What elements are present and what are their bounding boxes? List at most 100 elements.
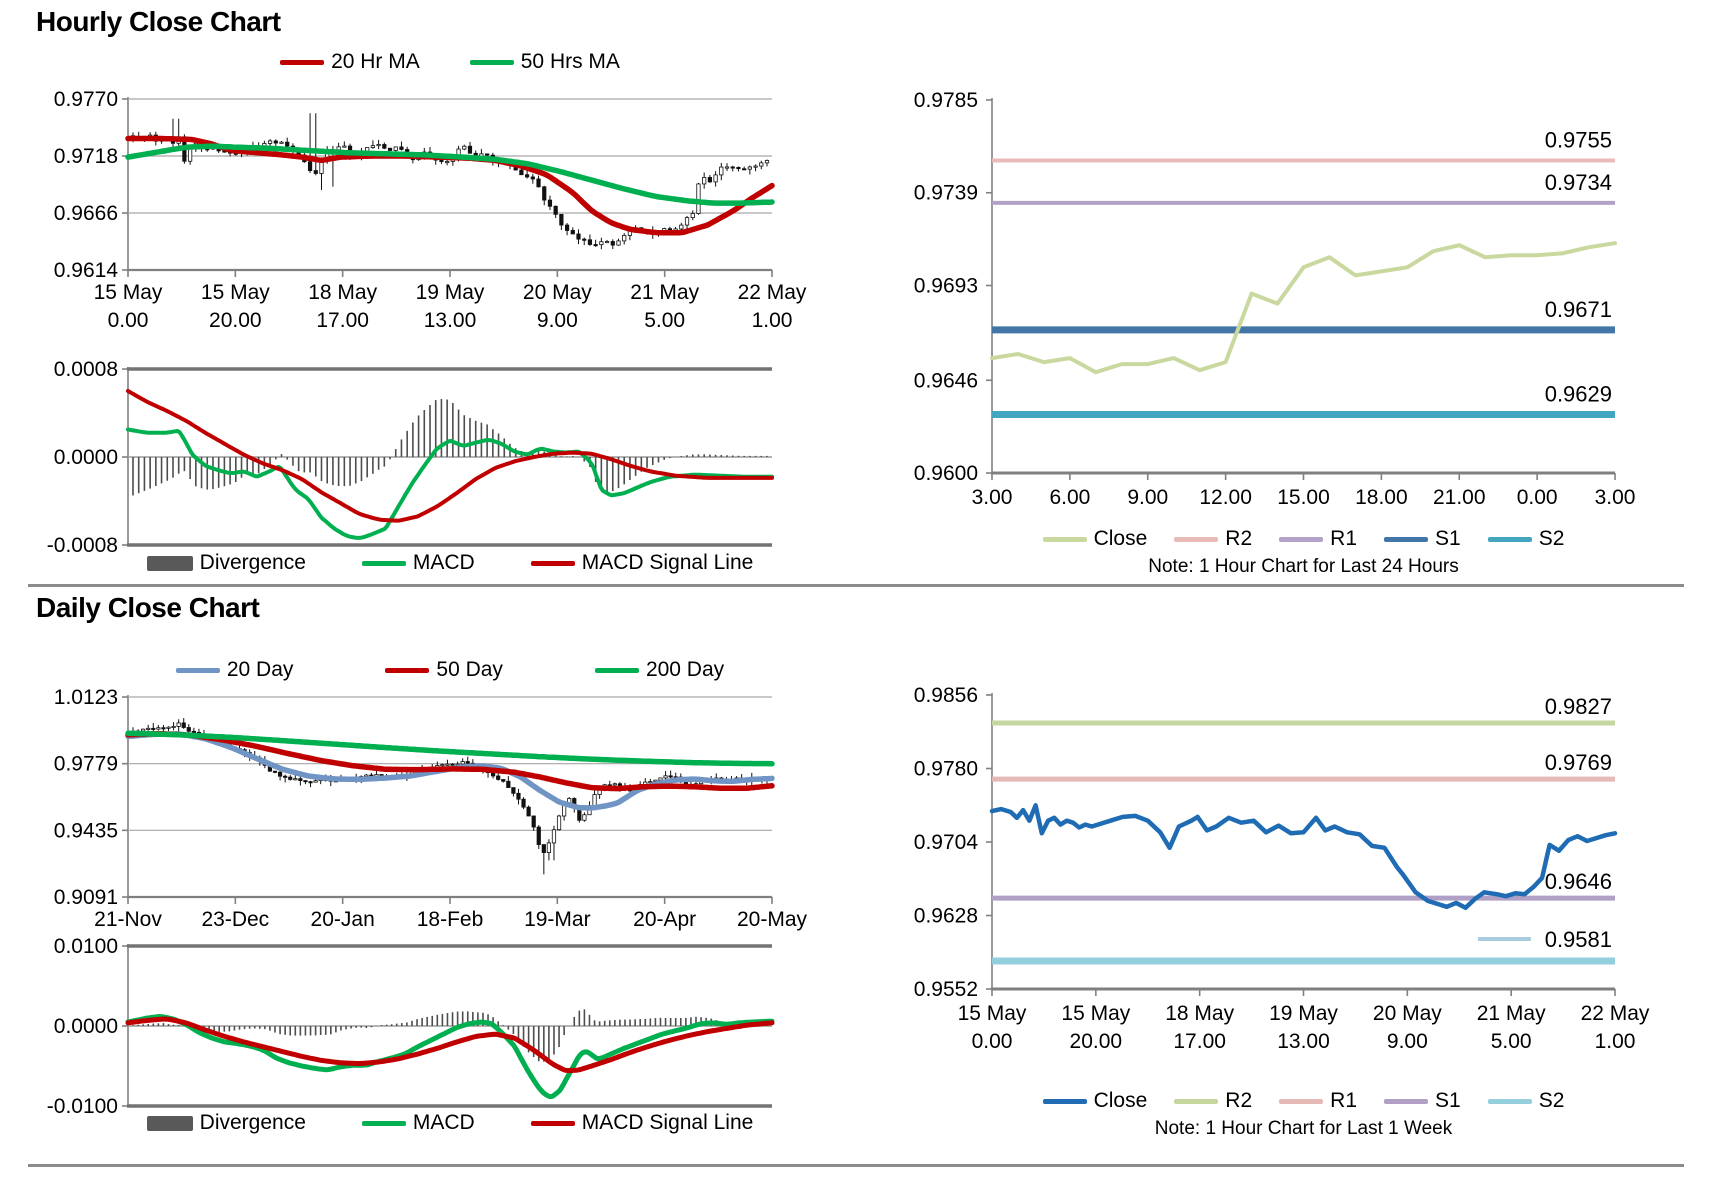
daily-macd-legend: Divergence MACD MACD Signal Line (128, 1111, 772, 1135)
candle-body (713, 174, 718, 183)
pivot-level-label: 0.9581 (1545, 927, 1612, 952)
daily-price-legend: 20 Day 50 Day 200 Day (128, 658, 772, 682)
candle-body (273, 140, 278, 144)
x-tick-label: 13.00 (1277, 1030, 1330, 1053)
x-tick-label: 15 May (94, 281, 163, 304)
candle-body (303, 780, 308, 783)
legend-line-swatch (1384, 1098, 1429, 1104)
candle-body (288, 776, 293, 780)
legend-label: MACD Signal Line (581, 551, 754, 574)
legend-bar-swatch (146, 555, 193, 571)
x-tick-label: 22 May (1581, 1002, 1650, 1025)
legend-line-swatch (1174, 1098, 1219, 1104)
legend-label: 20 Hr MA (331, 50, 420, 73)
x-tick-label: 20 May (1373, 1002, 1442, 1025)
x-tick-label: 0.00 (972, 1030, 1013, 1053)
legend-label: R2 (1225, 527, 1253, 550)
candle-body (382, 144, 387, 149)
legend-item-close: Close (1042, 527, 1147, 551)
legend-line-swatch (361, 560, 406, 566)
legend-label: Divergence (199, 1111, 306, 1134)
pivot-level-label: 0.9629 (1545, 382, 1612, 407)
candle-body (450, 763, 455, 766)
candle-body (546, 842, 552, 853)
legend-label: S1 (1435, 527, 1461, 550)
macd-signal-line (126, 389, 774, 523)
legend-label: 50 Day (436, 658, 503, 681)
candle-body (759, 162, 764, 167)
legend-label: MACD (412, 1111, 475, 1134)
candle-body (599, 241, 604, 246)
x-tick-label: 1.00 (1595, 1030, 1636, 1053)
legend-line-swatch (1279, 536, 1324, 542)
candle-body (587, 239, 593, 245)
x-tick-label: 18 May (308, 281, 377, 304)
legend-line-swatch (1042, 1098, 1087, 1104)
legend-label: Close (1093, 1089, 1148, 1112)
candle-body (399, 146, 404, 150)
candle-body (141, 728, 146, 732)
candle-body (719, 166, 724, 176)
legend-label: S2 (1538, 1089, 1565, 1112)
candle-body (308, 781, 313, 784)
legend-item-r2: R2 (1174, 1089, 1252, 1113)
legend-label: MACD Signal Line (581, 1111, 754, 1134)
y-tick-label: -0.0100 (47, 1095, 118, 1118)
candle-body (592, 794, 597, 806)
x-tick-label: 22 May (738, 281, 807, 304)
legend-line-swatch (1384, 536, 1429, 542)
x-tick-label: 18 May (1165, 1002, 1234, 1025)
legend-label: 50 Hrs MA (520, 50, 620, 73)
legend-line-swatch (1487, 536, 1532, 542)
x-tick-label: 15 May (201, 281, 270, 304)
legend-line-swatch (469, 59, 514, 65)
x-tick-label: 13.00 (424, 309, 477, 332)
x-tick-label: 21-Nov (94, 908, 162, 931)
candle-body (742, 168, 747, 171)
x-tick-label: 20-Apr (633, 908, 696, 931)
pivot-level-label: 0.9734 (1545, 170, 1612, 195)
candle-body (610, 241, 615, 246)
candle-body (307, 161, 313, 172)
legend-item-r2: R2 (1174, 527, 1252, 551)
legend-label: 200 Day (645, 658, 725, 681)
x-tick-label: 3.00 (1595, 486, 1636, 509)
candle-body (171, 726, 176, 729)
candle-body (156, 727, 161, 730)
candle-body (521, 798, 526, 808)
candle-body (525, 174, 530, 178)
legend-item-close: Close (1042, 1089, 1148, 1113)
x-tick-label: 0.00 (108, 309, 149, 332)
y-tick-label: 0.9693 (914, 274, 978, 297)
candle-body (536, 178, 541, 188)
candle-body (684, 217, 690, 226)
candle-body (696, 183, 701, 214)
y-tick-label: 0.9785 (914, 89, 978, 112)
legend-item-macd-signal-line: MACD Signal Line (530, 1111, 754, 1135)
pivot-level-label: 0.9755 (1545, 127, 1612, 152)
y-tick-label: -0.0008 (47, 534, 118, 557)
candle-body (736, 167, 741, 170)
macd-line (126, 427, 774, 540)
candle-body (559, 213, 564, 226)
candle-body (668, 775, 673, 778)
candle-body (462, 145, 467, 150)
legend-item-20-day: 20 Day (175, 658, 293, 682)
candle-body (439, 159, 444, 162)
legend-line-swatch (530, 560, 575, 566)
candle-body (440, 764, 445, 767)
candle-body (747, 166, 752, 170)
candle-body (564, 224, 570, 231)
legend-line-swatch (361, 1120, 406, 1126)
x-tick-label: 20.00 (209, 309, 262, 332)
candle-body (445, 161, 450, 164)
ma-line-50-hrs-ma (125, 143, 775, 206)
legend-item-20-hr-ma: 20 Hr MA (280, 50, 420, 74)
legend-item-divergence: Divergence (146, 1111, 306, 1135)
y-tick-label: 0.9718 (54, 145, 118, 168)
candle-body (582, 814, 587, 821)
x-tick-label: 3.00 (972, 486, 1013, 509)
candle-body (516, 792, 521, 800)
candle-body (146, 727, 151, 730)
